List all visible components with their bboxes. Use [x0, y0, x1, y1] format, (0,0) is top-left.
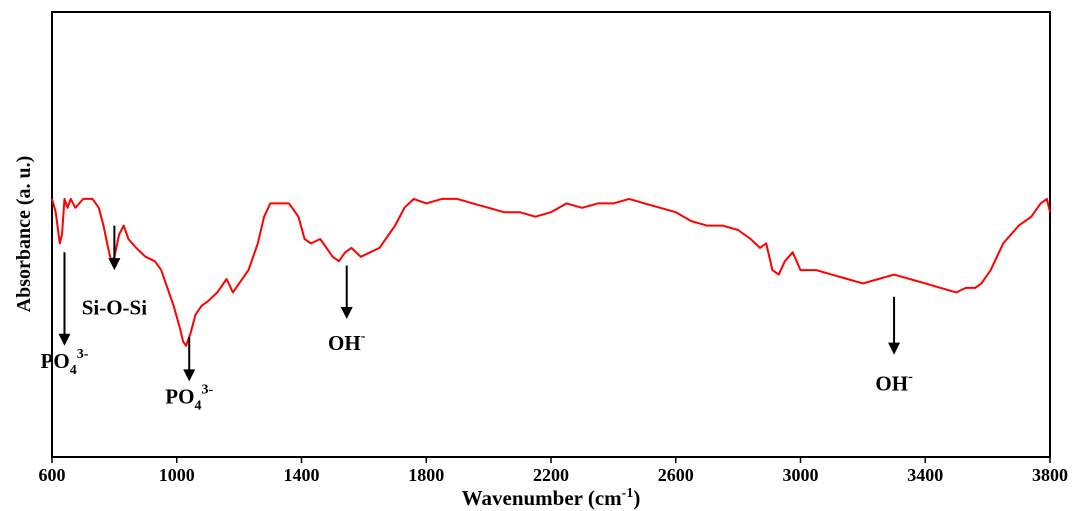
annotation-arrowhead	[108, 258, 121, 271]
x-tick-label: 1000	[159, 465, 195, 485]
x-tick-label: 3800	[1032, 465, 1068, 485]
x-tick-label: 1800	[408, 465, 444, 485]
y-axis-label: Absorbance (a. u.)	[13, 156, 35, 313]
absorbance-series-line	[51, 197, 1051, 347]
annotation-arrowhead	[340, 307, 353, 320]
x-tick-label: 2200	[533, 465, 569, 485]
x-axis-label: Wavenumber (cm-1)	[462, 486, 641, 510]
x-tick-label: 3400	[907, 465, 943, 485]
annotation-arrowhead	[183, 369, 196, 382]
x-tick-label: 600	[39, 465, 66, 485]
annotation-label: OH-	[328, 329, 366, 355]
x-tick-label: 1400	[284, 465, 320, 485]
annotation-label: Si-O-Si	[82, 296, 148, 320]
x-tick-label: 2600	[658, 465, 694, 485]
annotation-arrowhead	[888, 342, 901, 355]
x-tick-label: 3000	[783, 465, 819, 485]
annotation-label: OH-	[875, 369, 913, 395]
annotation-label: PO43-	[41, 347, 89, 378]
annotation-arrowhead	[58, 333, 71, 346]
peak-annotations: PO43- Si-O-Si PO43- OH- OH-	[41, 225, 913, 414]
annotation-label: PO43-	[165, 383, 213, 414]
x-ticks: 600 1000 1400 1800 2200 2600 3000 3400 3800	[39, 457, 1068, 485]
